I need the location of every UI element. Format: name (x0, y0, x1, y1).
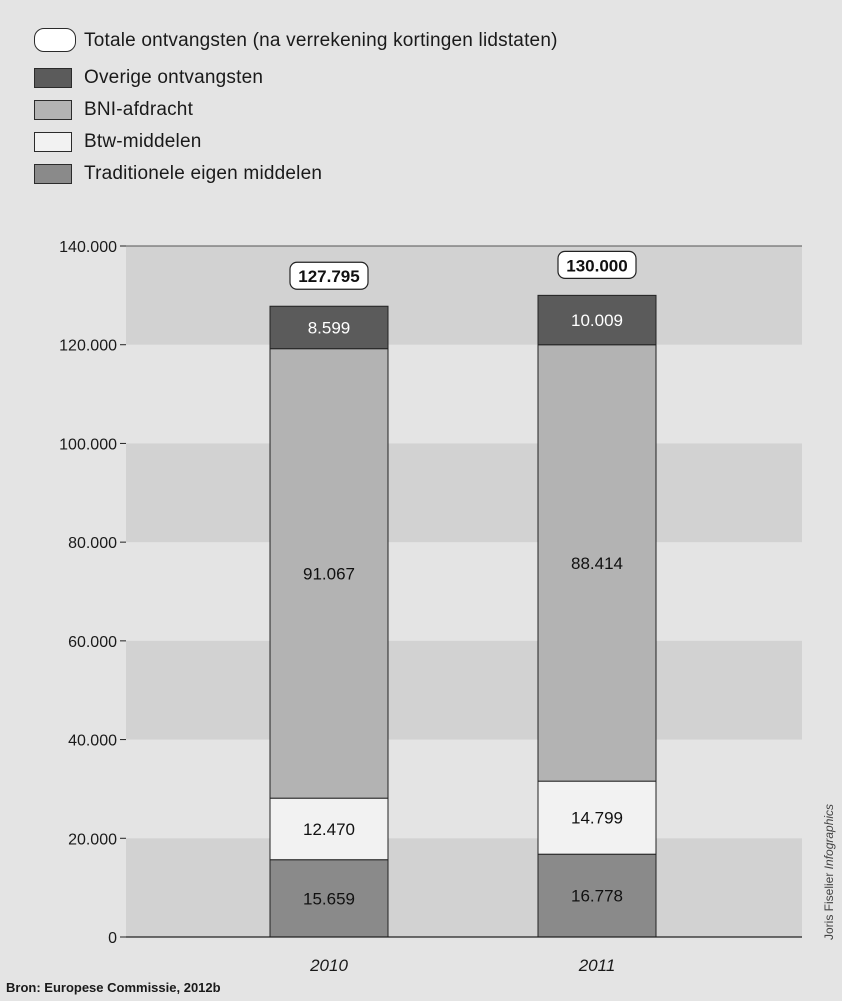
bar-value-label: 15.659 (303, 889, 355, 908)
grid-band (126, 640, 802, 740)
y-tick-label: 100.000 (59, 436, 117, 453)
total-label-box (289, 261, 369, 290)
bar-value-label: 8.599 (308, 318, 351, 337)
bar-segment (537, 780, 657, 855)
legend-swatch-overige (34, 68, 72, 88)
bar-value-label: 12.470 (303, 820, 355, 839)
bar-value-label: 10.009 (571, 311, 623, 330)
y-tick-label: 120.000 (59, 338, 117, 355)
bar-segment (269, 305, 389, 350)
grid-band (126, 246, 802, 345)
x-category-label: 2011 (578, 956, 616, 975)
bar-segment (537, 853, 657, 938)
bar-value-label: 16.778 (571, 887, 623, 906)
credit-name: Joris Fiselier (822, 872, 836, 940)
total-label: 127.795 (298, 267, 359, 286)
y-tick-label: 0 (108, 930, 117, 947)
y-tick-label: 140.000 (59, 239, 117, 256)
legend-label-btw: Btw-middelen (84, 131, 202, 152)
y-tick-label: 80.000 (68, 535, 117, 552)
bar-segment (537, 294, 657, 346)
y-tick-label: 60.000 (68, 634, 117, 651)
grid-band (126, 443, 802, 543)
source-note: Bron: Europese Commissie, 2012b (6, 980, 221, 995)
total-label: 130.000 (566, 256, 627, 275)
legend-swatch-traditionele (34, 164, 72, 184)
legend-label-bni: BNI-afdracht (84, 99, 194, 120)
total-label-box (557, 250, 637, 279)
credit-line: Joris Fiselier Infographics (822, 804, 836, 940)
legend-label-traditionele: Traditionele eigen middelen (84, 163, 323, 184)
y-tick-label: 20.000 (68, 831, 117, 848)
bar-value-label: 88.414 (571, 554, 623, 573)
x-category-label: 2010 (309, 956, 348, 975)
bar-value-label: 14.799 (571, 809, 623, 828)
legend-swatch-bni (34, 100, 72, 120)
grid-band (126, 838, 802, 937)
bar-value-label: 91.067 (303, 564, 355, 583)
bar-segment (537, 344, 657, 782)
bar-segment (269, 797, 389, 861)
credit-suffix: Infographics (822, 803, 836, 870)
bar-segment (269, 348, 389, 799)
legend-label-total: Totale ontvangsten (na verrekening korti… (84, 30, 558, 51)
legend-swatch-total (34, 28, 76, 52)
y-tick-label: 40.000 (68, 733, 117, 750)
legend-label-overige: Overige ontvangsten (84, 67, 264, 88)
legend-swatch-btw (34, 132, 72, 152)
